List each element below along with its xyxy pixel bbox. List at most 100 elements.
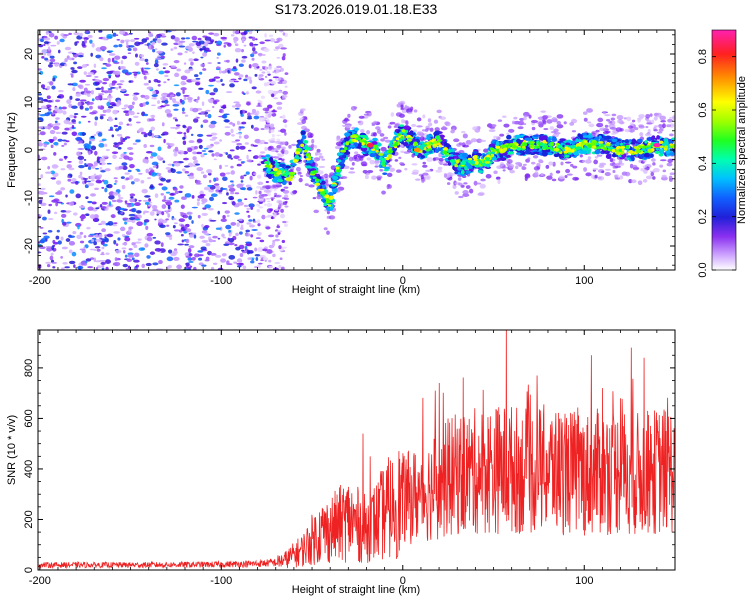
spectrogram-noise-cell	[173, 59, 180, 64]
spectrogram-noise-cell	[282, 32, 286, 36]
spectrogram-noise-cell	[233, 72, 240, 76]
spectrogram-noise-cell	[119, 66, 124, 69]
spectrogram-noise-cell	[195, 182, 202, 185]
spectrogram-noise-cell	[129, 198, 136, 203]
spectrogram-noise-cell	[124, 172, 130, 175]
spectrogram-halo-cell	[410, 106, 414, 111]
spectrogram-ridge-cell	[598, 135, 602, 139]
spectrogram-halo-cell	[301, 119, 307, 124]
spectrogram-noise-cell	[276, 101, 283, 106]
spectrogram-noise-cell	[276, 56, 281, 59]
spectrogram-core-cell	[633, 146, 640, 150]
spectrogram-noise-cell	[185, 255, 192, 258]
spectrogram-halo-cell	[585, 172, 592, 177]
spectrogram-noise-cell	[275, 46, 280, 50]
spectrogram-noise-cell	[68, 241, 76, 246]
spectrogram-ridge-cell	[559, 155, 565, 159]
spectrogram-noise-cell	[243, 30, 248, 35]
spectrogram-noise-cell	[169, 236, 173, 241]
spectrogram-noise-cell	[173, 46, 178, 50]
spectrogram-noise-cell	[64, 63, 68, 67]
spectrogram-noise-cell	[135, 210, 142, 214]
spectrogram-halo-cell	[669, 133, 674, 137]
spectrogram-halo-cell	[388, 167, 396, 172]
spectrogram-halo-cell	[426, 175, 431, 180]
spectrogram-core-cell	[419, 144, 426, 147]
spectrogram-noise-cell	[209, 196, 214, 202]
spectrogram-halo-cell	[281, 146, 286, 150]
spectrogram-halo-cell	[604, 124, 609, 128]
spectrogram-noise-cell	[242, 187, 246, 191]
spectrogram-halo-cell	[283, 194, 289, 199]
spectrogram-noise-cell	[106, 183, 113, 189]
spectrogram-noise-cell	[127, 104, 135, 110]
snr-y-tick-label: 600	[23, 409, 35, 427]
spectrogram-halo-cell	[610, 117, 616, 121]
spectrogram-halo-cell	[564, 161, 572, 164]
spectrogram-noise-cell	[89, 105, 93, 110]
spectrogram-noise-cell	[171, 98, 177, 103]
spectrogram-halo-cell	[582, 159, 587, 163]
spectrogram-noise-cell	[234, 30, 240, 35]
spectrogram-noise-cell	[47, 108, 52, 111]
spectrogram-noise-cell	[237, 158, 242, 161]
spectrogram-noise-cell	[127, 48, 132, 51]
spectrogram-noise-cell	[118, 207, 126, 211]
spectrogram-noise-cell	[203, 153, 208, 156]
spectrogram-noise-cell	[267, 113, 272, 119]
spectrogram-noise-cell	[100, 253, 105, 256]
spectrogram-noise-cell	[123, 249, 126, 254]
spectrogram-noise-cell	[86, 100, 91, 106]
spectrogram-halo-cell	[538, 117, 544, 121]
spectrogram-noise-cell	[283, 149, 289, 155]
spectrogram-halo-cell	[400, 107, 405, 111]
spectrogram-noise-cell	[257, 99, 261, 102]
spectrogram-noise-cell	[261, 66, 266, 69]
spectrogram-core-cell	[554, 143, 560, 146]
spectrogram-core-cell	[434, 135, 441, 140]
spectrogram-noise-cell	[276, 134, 281, 137]
spectrogram-noise-cell	[70, 67, 75, 70]
spectrogram-noise-cell	[121, 55, 128, 60]
spectrogram-noise-cell	[223, 44, 226, 48]
spectrogram-halo-cell	[350, 105, 357, 111]
spectrogram-noise-cell	[65, 140, 70, 143]
spectrogram-noise-cell	[211, 193, 218, 198]
spectrogram-noise-cell	[164, 199, 172, 202]
spectrogram-noise-cell	[156, 36, 161, 39]
spectrogram-noise-cell	[220, 218, 228, 222]
spectrogram-core-cell	[330, 184, 337, 187]
spectrogram-noise-cell	[43, 235, 50, 239]
spectrogram-noise-cell	[191, 194, 195, 199]
spectrogram-noise-cell	[236, 258, 243, 263]
spectrogram-noise-cell	[266, 202, 273, 207]
spectrogram-noise-cell	[143, 143, 147, 148]
spectrogram-core-cell	[284, 172, 289, 176]
spectrogram-noise-cell	[113, 222, 118, 225]
spectrogram-noise-cell	[45, 30, 49, 36]
spectrogram-ridge-cell	[573, 150, 579, 156]
spectrogram-noise-cell	[111, 104, 117, 107]
spectrogram-halo-cell	[502, 169, 506, 172]
spectrogram-noise-cell	[208, 150, 214, 153]
spectrogram-core-cell	[616, 145, 622, 149]
spectrogram-noise-cell	[64, 266, 70, 269]
spectrogram-noise-cell	[197, 96, 200, 101]
spectrogram-noise-cell	[228, 79, 234, 83]
spectrogram-noise-cell	[268, 259, 272, 263]
spectrogram-halo-cell	[602, 111, 606, 115]
spectrogram-noise-cell	[259, 117, 266, 122]
spectrogram-halo-cell	[667, 118, 673, 123]
spectrogram-noise-cell	[202, 174, 207, 179]
spectrogram-core-cell	[292, 159, 298, 163]
spectrogram-noise-cell	[133, 244, 138, 249]
spectrogram-noise-cell	[266, 70, 270, 74]
snr-frame	[37, 329, 676, 571]
spectrogram-noise-cell	[137, 128, 144, 133]
spectrogram-noise-cell	[159, 105, 166, 108]
spectrogram-x-tick-label: 0	[400, 275, 406, 287]
spectrogram-noise-cell	[207, 113, 212, 119]
spectrogram-noise-cell	[68, 32, 72, 36]
spectrogram-halo-cell	[389, 121, 396, 125]
spectrogram-noise-cell	[129, 110, 135, 116]
